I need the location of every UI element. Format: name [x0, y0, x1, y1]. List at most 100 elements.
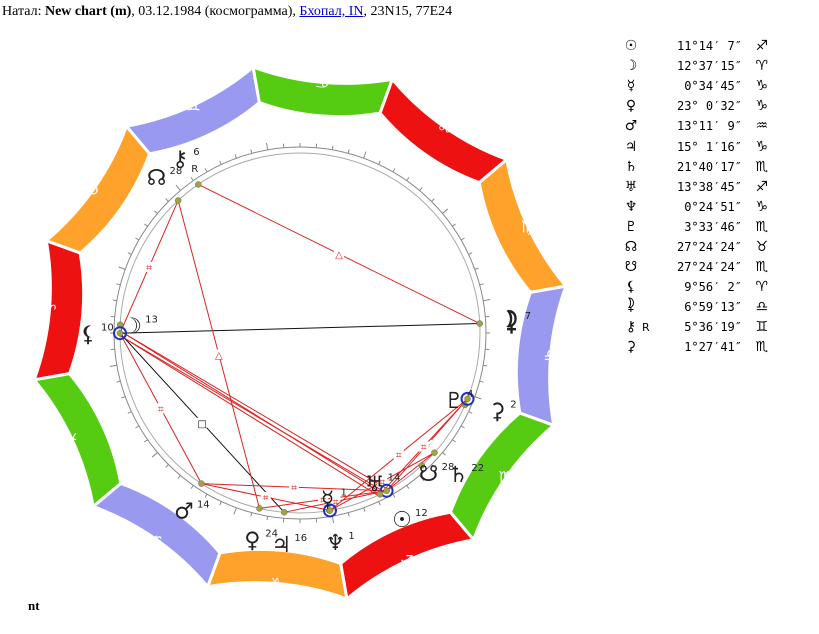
sun-dot [383, 487, 390, 495]
selena-dot [476, 320, 484, 327]
degree-tick [474, 267, 479, 270]
position-row: ⚷ R 5°36′19″ ♊ [620, 317, 768, 337]
degree-tick [483, 298, 491, 302]
position-value: 0°24′51″ [684, 199, 742, 214]
planet-glyph: ♃ [624, 138, 638, 155]
degree-tick [378, 160, 381, 165]
lilith-dot [116, 329, 124, 337]
position-row: ♇ 3°33′46″ ♏ [620, 217, 768, 237]
aspect-marker: ⌗ [379, 478, 385, 489]
uranus-glyph: ♅ [365, 473, 385, 498]
south-node-degree: 28 [442, 462, 455, 473]
sign-glyph: ♊ [186, 96, 201, 116]
degree-tick [116, 380, 121, 383]
degree-tick [347, 149, 350, 154]
sign-glyph: ♏ [755, 158, 768, 175]
degree-tick [331, 516, 335, 524]
sign-glyph: ♎ [755, 299, 768, 316]
degree-tick [431, 464, 435, 468]
saturn-dot [431, 449, 438, 456]
ceres-degree: 2 [510, 400, 516, 411]
degree-tick [219, 501, 222, 506]
position-value: 15° 1′16″ [676, 139, 742, 154]
aspect-marker: ⌗ [146, 263, 152, 274]
position-row: ⚸ 9°56′ 2″ ♈ [620, 277, 768, 297]
aspect-marker-bg [393, 449, 404, 460]
degree-tick [331, 145, 334, 150]
planet-glyph: ☿ [626, 78, 636, 95]
position-value: 0°34′45″ [684, 79, 742, 94]
neptune-glyph: ♆ [325, 531, 345, 556]
planet-glyph: ☽ [624, 58, 638, 75]
chart-date: , 03.12.1984 (космограмма), [131, 4, 300, 19]
mercury-glyph: ☿ [321, 488, 335, 513]
mercury-degree: 1 [340, 488, 346, 499]
degree-tick [116, 283, 121, 286]
mars-glyph: ♂ [174, 499, 194, 524]
sign-glyph: ♐ [755, 38, 768, 55]
aspect-marker-bg [377, 476, 388, 487]
sign-glyph: ♏ [755, 218, 768, 235]
degree-tick [479, 380, 484, 383]
degree-tick [127, 411, 132, 414]
position-row: ♀ 23° 0′32″ ♑ [620, 96, 768, 116]
sign-glyph: ♓ [64, 430, 79, 450]
aspect-marker: ⌗ [421, 443, 427, 454]
aspect-marker: ⌗ [291, 483, 297, 494]
position-value: 6°59′13″ [684, 300, 742, 315]
header-prefix: Натал: [2, 4, 45, 19]
aspect-line [118, 334, 380, 497]
aspect-marker: □ [197, 419, 206, 430]
position-value: 27°24′24″ [676, 239, 742, 254]
aspect-marker: ⌗ [320, 496, 326, 507]
planet-glyph: ⚸ [625, 279, 637, 296]
sign-glyph: ♒ [148, 530, 163, 550]
planet-glyph: ♅ [624, 178, 638, 195]
position-value: 13°38′45″ [676, 179, 742, 194]
degree-tick [112, 299, 117, 302]
degree-tick [419, 187, 423, 191]
degree-tick [121, 396, 126, 399]
pluto-degree: 4 [467, 389, 473, 400]
neptune-highlight-ring [322, 503, 337, 518]
aspect-marker-bg [144, 261, 155, 272]
planet-glyph: ☉ [624, 38, 638, 55]
degree-tick [204, 493, 208, 498]
position-row: ☋ 27°24′24″ ♏ [620, 257, 768, 277]
degree-tick [135, 237, 140, 241]
aspect-marker-bg [213, 349, 224, 360]
aspect-marker: ⌗ [158, 404, 164, 415]
degree-tick [363, 507, 366, 512]
position-value: 5°36′19″ [684, 320, 742, 335]
aspect-marker-bg [334, 249, 345, 260]
sign-glyph: ♐ [399, 552, 414, 572]
degree-tick [234, 154, 237, 159]
aspect-marker-bg [318, 494, 329, 505]
true-node-degree: 28 [170, 166, 183, 177]
neptune-degree: 1 [348, 531, 354, 542]
aspect-lines: ⌗⌗□△△⌗⌗⌗⌗⌗⌗⌗⌗ [118, 184, 480, 513]
planet-glyph: ⯝ [626, 298, 636, 315]
sign-glyph: ♑ [755, 78, 768, 95]
neptune-dot [326, 507, 334, 514]
sign-glyph: ♏ [755, 339, 768, 356]
chiron-degree: 6 [193, 147, 199, 158]
position-value: 21°40′17″ [676, 159, 742, 174]
jupiter-glyph: ♃ [272, 533, 292, 558]
chiron-dot [195, 181, 202, 188]
degree-tick [474, 396, 482, 400]
planet-glyph: ♄ [624, 158, 638, 175]
place-link[interactable]: Бхопал, IN [299, 4, 364, 19]
position-value: 27°24′24″ [676, 260, 742, 275]
aspect-line [120, 331, 388, 490]
degree-tick [190, 177, 194, 181]
degree-tick [144, 439, 148, 443]
degree-tick [190, 485, 194, 489]
venus-glyph: ♀ [244, 529, 260, 554]
degree-tick [127, 252, 132, 255]
planet-glyph: ♇ [624, 218, 638, 235]
jupiter-dot [280, 509, 288, 516]
degree-tick [347, 512, 350, 517]
sign-glyph: ♋ [314, 73, 329, 93]
ceres-dot [464, 395, 471, 403]
